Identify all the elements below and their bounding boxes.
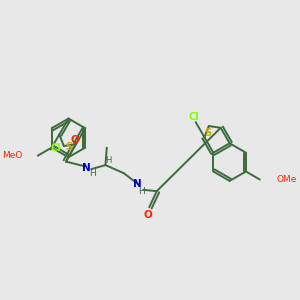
Text: OMe: OMe — [276, 175, 296, 184]
Text: N: N — [133, 179, 142, 189]
Text: H: H — [106, 156, 112, 165]
Text: Cl: Cl — [50, 143, 61, 153]
Text: H: H — [138, 188, 145, 196]
Text: O: O — [70, 135, 79, 145]
Text: S: S — [65, 142, 72, 152]
Text: Cl: Cl — [188, 112, 199, 122]
Text: O: O — [143, 209, 152, 220]
Text: H: H — [88, 169, 95, 178]
Text: S: S — [204, 128, 211, 138]
Text: MeO: MeO — [3, 151, 23, 160]
Text: N: N — [82, 163, 91, 173]
